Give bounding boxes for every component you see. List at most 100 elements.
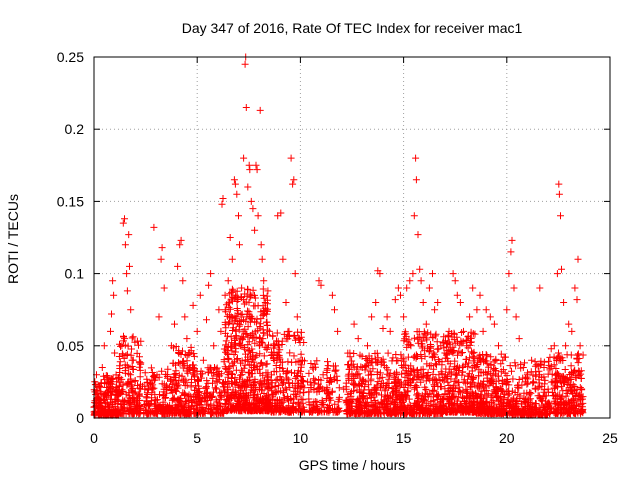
data-point: [127, 306, 135, 314]
data-point: [147, 364, 155, 372]
data-point: [547, 345, 555, 353]
data-point: [530, 378, 538, 386]
data-point: [217, 391, 225, 399]
data-point: [489, 371, 497, 379]
data-point: [267, 396, 275, 404]
data-point: [105, 406, 113, 414]
data-point: [156, 407, 164, 415]
data-point: [505, 381, 513, 389]
data-point: [305, 395, 313, 403]
data-point: [147, 400, 155, 408]
data-point: [269, 332, 277, 340]
data-point: [243, 395, 251, 403]
data-point: [191, 401, 199, 409]
data-point: [257, 241, 265, 249]
data-point: [422, 320, 430, 328]
data-point: [243, 383, 251, 391]
data-point: [213, 371, 221, 379]
data-point: [143, 397, 151, 405]
data-point: [315, 384, 323, 392]
data-point: [144, 378, 151, 386]
data-point: [436, 358, 444, 365]
data-point: [412, 176, 420, 184]
data-point: [378, 380, 386, 387]
data-point: [157, 255, 165, 263]
x-tick-label: 5: [193, 430, 201, 446]
data-point: [345, 374, 353, 382]
data-point: [232, 293, 240, 301]
data-point: [277, 398, 285, 406]
data-point: [110, 291, 118, 299]
data-point: [136, 366, 144, 374]
data-point: [192, 382, 200, 390]
data-point: [488, 391, 496, 399]
data-point: [524, 402, 531, 410]
data-point: [123, 350, 131, 358]
data-point: [386, 327, 394, 335]
data-point: [380, 396, 388, 404]
data-point: [490, 320, 498, 328]
data-point: [279, 358, 287, 366]
data-point: [166, 401, 174, 409]
data-point: [272, 362, 280, 369]
data-point: [317, 281, 325, 289]
y-tick-label: 0.15: [57, 193, 84, 209]
data-point: [505, 407, 513, 415]
data-point: [279, 367, 287, 375]
data-point: [305, 388, 313, 396]
data-point: [390, 385, 398, 393]
data-point: [562, 387, 570, 394]
data-point: [295, 335, 303, 343]
data-point: [114, 400, 122, 408]
data-point: [250, 400, 258, 408]
data-point: [228, 359, 236, 367]
data-point: [561, 366, 569, 373]
data-point: [571, 386, 578, 394]
data-point: [352, 371, 360, 379]
data-point: [553, 270, 561, 278]
data-point: [276, 373, 284, 381]
data-point: [508, 411, 516, 419]
data-point: [556, 354, 564, 362]
data-point: [400, 355, 408, 363]
data-point: [460, 395, 468, 402]
data-point: [568, 327, 576, 335]
data-point: [243, 330, 251, 338]
data-point: [249, 393, 257, 401]
data-point: [212, 385, 220, 393]
data-point: [495, 342, 502, 350]
data-point: [289, 180, 297, 188]
data-point: [150, 409, 158, 417]
data-point: [232, 348, 239, 356]
data-point: [459, 387, 467, 395]
data-point: [432, 330, 440, 338]
data-point: [374, 410, 382, 418]
data-point: [380, 362, 388, 370]
data-point: [228, 379, 236, 387]
data-point: [421, 383, 429, 391]
data-point: [554, 391, 562, 399]
data-point: [446, 390, 453, 398]
data-point: [511, 389, 519, 396]
data-point: [126, 262, 133, 270]
y-tick-label: 0.1: [65, 266, 85, 282]
data-point: [505, 270, 513, 278]
data-point: [469, 349, 477, 357]
data-point: [447, 375, 455, 383]
data-point: [174, 262, 182, 270]
data-point: [239, 390, 247, 398]
data-point: [499, 356, 507, 364]
data-point: [123, 270, 131, 278]
data-point: [271, 402, 279, 409]
data-point: [540, 386, 548, 394]
data-point: [91, 397, 99, 405]
data-point: [431, 401, 439, 409]
data-point: [509, 375, 517, 383]
data-point: [567, 351, 575, 359]
data-point: [258, 255, 266, 263]
data-point: [116, 374, 124, 382]
data-point: [442, 407, 450, 415]
data-point: [176, 360, 184, 368]
x-tick-label: 0: [90, 430, 98, 446]
data-point: [129, 333, 137, 341]
